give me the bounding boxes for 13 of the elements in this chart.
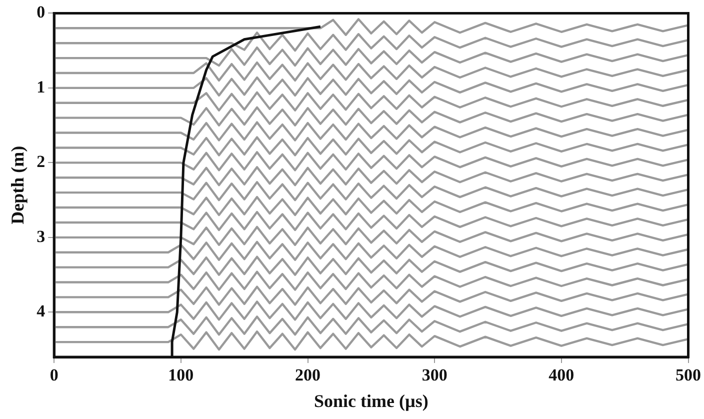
x-axis-title: Sonic time (µs) [314,390,428,411]
x-tick-label: 100 [168,366,194,385]
y-tick-label: 2 [36,152,46,172]
x-tick-label: 0 [50,366,58,385]
y-tick-label: 1 [36,77,46,96]
x-tick-label: 500 [676,366,701,385]
y-axis-title: Depth (m) [7,146,28,224]
x-tick-label: 300 [422,366,448,385]
y-tick-label: 4 [36,302,46,321]
y-tick-label: 0 [36,2,46,22]
x-tick-label: 400 [548,366,574,385]
y-tick-label: 3 [36,226,46,246]
x-tick-label: 200 [295,366,321,385]
